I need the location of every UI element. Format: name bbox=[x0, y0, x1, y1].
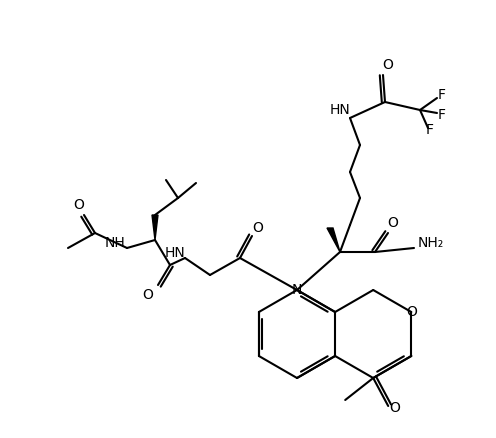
Text: F: F bbox=[438, 108, 446, 122]
Text: O: O bbox=[387, 216, 398, 230]
Text: NH: NH bbox=[105, 236, 125, 250]
Text: HN: HN bbox=[165, 246, 186, 260]
Polygon shape bbox=[327, 228, 340, 252]
Text: N: N bbox=[292, 283, 302, 297]
Text: O: O bbox=[252, 221, 263, 235]
Text: O: O bbox=[382, 58, 393, 72]
Text: NH₂: NH₂ bbox=[418, 236, 444, 250]
Text: O: O bbox=[73, 198, 84, 212]
Text: O: O bbox=[406, 305, 417, 319]
Text: O: O bbox=[389, 401, 400, 415]
Text: O: O bbox=[142, 288, 153, 302]
Text: F: F bbox=[426, 123, 434, 137]
Polygon shape bbox=[152, 215, 158, 240]
Text: F: F bbox=[438, 88, 446, 102]
Text: HN: HN bbox=[330, 103, 350, 117]
